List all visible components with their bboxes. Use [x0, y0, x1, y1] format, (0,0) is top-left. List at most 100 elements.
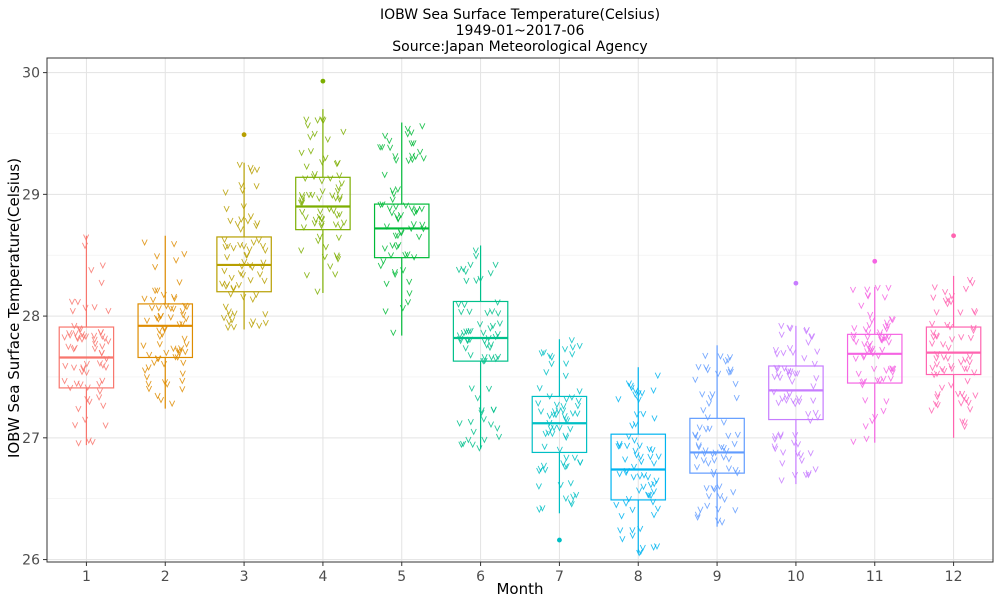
jitter-point	[797, 452, 804, 459]
jitter-point	[792, 400, 799, 408]
box-iqr	[846, 333, 903, 384]
box-iqr	[925, 326, 982, 376]
jitter-point	[495, 310, 502, 317]
jitter-point	[548, 354, 555, 362]
jitter-point	[473, 277, 480, 285]
jitter-point	[473, 253, 480, 260]
jitter-point	[650, 488, 657, 495]
panel-border	[46, 57, 994, 563]
x-tick-label: 4	[318, 569, 327, 585]
jitter-point	[567, 426, 574, 433]
jitter-point	[489, 322, 496, 330]
jitter-point	[695, 444, 702, 451]
jitter-point	[456, 420, 463, 427]
jitter-point	[389, 242, 396, 250]
jitter-point	[649, 499, 657, 506]
box-month-3	[216, 132, 272, 330]
jitter-point	[246, 246, 253, 253]
jitter-point	[83, 360, 90, 368]
jitter-point	[938, 384, 946, 392]
jitter-point	[492, 333, 499, 341]
jitter-point	[91, 336, 98, 344]
x-axis-title: Month	[496, 580, 543, 598]
jitter-point	[70, 346, 77, 353]
jitter-point	[962, 356, 969, 364]
jitter-point	[463, 277, 470, 285]
jitter-point	[703, 364, 710, 371]
jitter-point	[230, 324, 237, 331]
jitter-point	[377, 144, 384, 151]
jitter-point	[222, 283, 230, 290]
jitter-point	[298, 197, 306, 204]
jitter-point	[262, 247, 269, 255]
jitter-point	[562, 416, 569, 423]
jitter-point	[88, 267, 95, 274]
jitter-point	[395, 215, 402, 222]
jitter-point	[253, 222, 260, 230]
box-iqr	[452, 300, 509, 362]
jitter-point	[546, 412, 553, 420]
jitter-point	[222, 244, 229, 251]
box-month-5	[373, 122, 430, 336]
grid-layer	[47, 58, 993, 562]
jitter-point	[316, 213, 323, 221]
jitter-point	[567, 480, 574, 487]
jitter-point	[696, 424, 703, 432]
y-tick-label: 28	[22, 309, 40, 325]
jitter-point	[715, 506, 722, 513]
jitter-point	[315, 237, 322, 245]
jitter-point	[140, 342, 147, 350]
jitter-point	[945, 296, 952, 303]
jitter-point	[884, 322, 891, 330]
jitter-point	[711, 486, 718, 493]
jitter-point	[379, 144, 386, 151]
jitter-point	[699, 391, 706, 398]
jitter-point	[395, 242, 402, 249]
jitter-point	[476, 321, 484, 328]
jitter-point	[227, 217, 234, 225]
jitter-point	[494, 425, 501, 432]
jitter-point	[481, 436, 488, 444]
jitter-point	[874, 376, 881, 384]
jitter-point	[228, 274, 235, 282]
jitter-point	[693, 464, 701, 471]
jitter-point	[141, 239, 148, 247]
jitter-point	[694, 511, 701, 519]
jitter-point	[808, 333, 815, 341]
jitter-point	[461, 301, 468, 309]
jitter-point	[850, 335, 857, 342]
jitter-point	[236, 161, 243, 169]
jitter-point	[939, 366, 946, 373]
jitter-point	[961, 419, 968, 427]
jitter-point	[156, 341, 163, 348]
box-iqr	[768, 365, 824, 421]
jitter-point	[488, 354, 495, 361]
jitter-point	[961, 365, 968, 373]
jitter-point	[238, 216, 245, 223]
jitter-point	[623, 469, 630, 477]
jitter-point	[695, 364, 702, 371]
jitter-point	[311, 171, 318, 178]
jitter-point	[243, 252, 250, 259]
jitter-point	[303, 116, 310, 124]
jitter-point	[805, 339, 812, 347]
jitter-point	[562, 372, 569, 380]
jitter-point	[944, 300, 951, 308]
jitter-point	[333, 252, 340, 260]
jitter-point	[636, 549, 643, 557]
jitter-point	[786, 372, 793, 380]
jitter-point	[647, 453, 654, 461]
jitter-point	[869, 417, 876, 425]
jitter-point	[324, 136, 331, 144]
jitter-point	[571, 454, 578, 462]
jitter-point	[462, 345, 469, 352]
jitter-point	[419, 221, 426, 229]
jitter-point	[650, 387, 657, 395]
jitter-point	[630, 474, 637, 481]
box-iqr	[689, 417, 745, 474]
jitter-point	[222, 303, 229, 311]
jitter-point	[966, 359, 973, 366]
jitter-point	[940, 341, 947, 348]
box-iqr	[531, 395, 588, 454]
jitter-point	[861, 341, 868, 348]
